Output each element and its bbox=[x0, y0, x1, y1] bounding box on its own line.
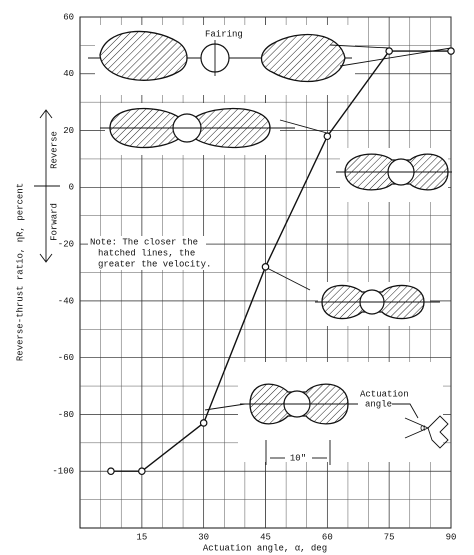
y-tick-label: -80 bbox=[58, 410, 74, 420]
x-tick-label: 45 bbox=[260, 532, 271, 542]
angle-sketch bbox=[404, 415, 449, 449]
note: greater the velocity. bbox=[98, 259, 211, 269]
x-tick-label: 60 bbox=[322, 532, 333, 542]
note-bg bbox=[88, 236, 206, 270]
x-tick-label: 30 bbox=[198, 532, 209, 542]
annotation: 10" bbox=[290, 453, 306, 463]
data-point bbox=[107, 467, 115, 476]
y-tick-label: -100 bbox=[52, 467, 74, 477]
annotation: Fairing bbox=[205, 29, 243, 39]
illustrations: Fairing 10" Actuation angle α Note: The … bbox=[34, 25, 452, 465]
leader bbox=[279, 119, 328, 134]
x-tick-label: 90 bbox=[446, 532, 457, 542]
annotation: angle bbox=[365, 399, 392, 409]
y-tick-label: 60 bbox=[63, 12, 74, 22]
data-point bbox=[138, 467, 146, 476]
direction-arrow bbox=[34, 109, 60, 263]
y-tick-label: -20 bbox=[58, 239, 74, 249]
y-axis-label: Reverse-thrust ratio, ηR, percent bbox=[15, 183, 25, 361]
annotation: Reverse bbox=[49, 131, 59, 169]
note: Note: The closer the bbox=[90, 237, 198, 247]
y-tick-label: -40 bbox=[58, 296, 74, 306]
leader bbox=[266, 267, 311, 291]
annotation: Forward bbox=[49, 203, 59, 241]
annotation: Actuation bbox=[360, 389, 409, 399]
x-tick-label: 75 bbox=[384, 532, 395, 542]
lobe bbox=[260, 33, 346, 83]
data-point bbox=[385, 47, 393, 55]
data-point bbox=[447, 47, 455, 55]
y-tick-label: -60 bbox=[58, 353, 74, 363]
y-tick-label: 40 bbox=[63, 69, 74, 79]
data-point bbox=[261, 263, 270, 271]
x-axis-label: Actuation angle, α, deg bbox=[203, 543, 327, 553]
y-tick-label: 0 bbox=[69, 183, 74, 193]
leader bbox=[204, 403, 246, 411]
data-point bbox=[199, 419, 208, 427]
leader bbox=[329, 44, 390, 49]
lobe bbox=[99, 30, 188, 81]
x-tick-label: 15 bbox=[136, 532, 147, 542]
y-tick-label: 20 bbox=[63, 126, 74, 136]
note: hatched lines, the bbox=[98, 248, 195, 258]
annotation: α bbox=[420, 423, 426, 433]
data-point bbox=[323, 132, 332, 141]
leader bbox=[392, 403, 419, 419]
